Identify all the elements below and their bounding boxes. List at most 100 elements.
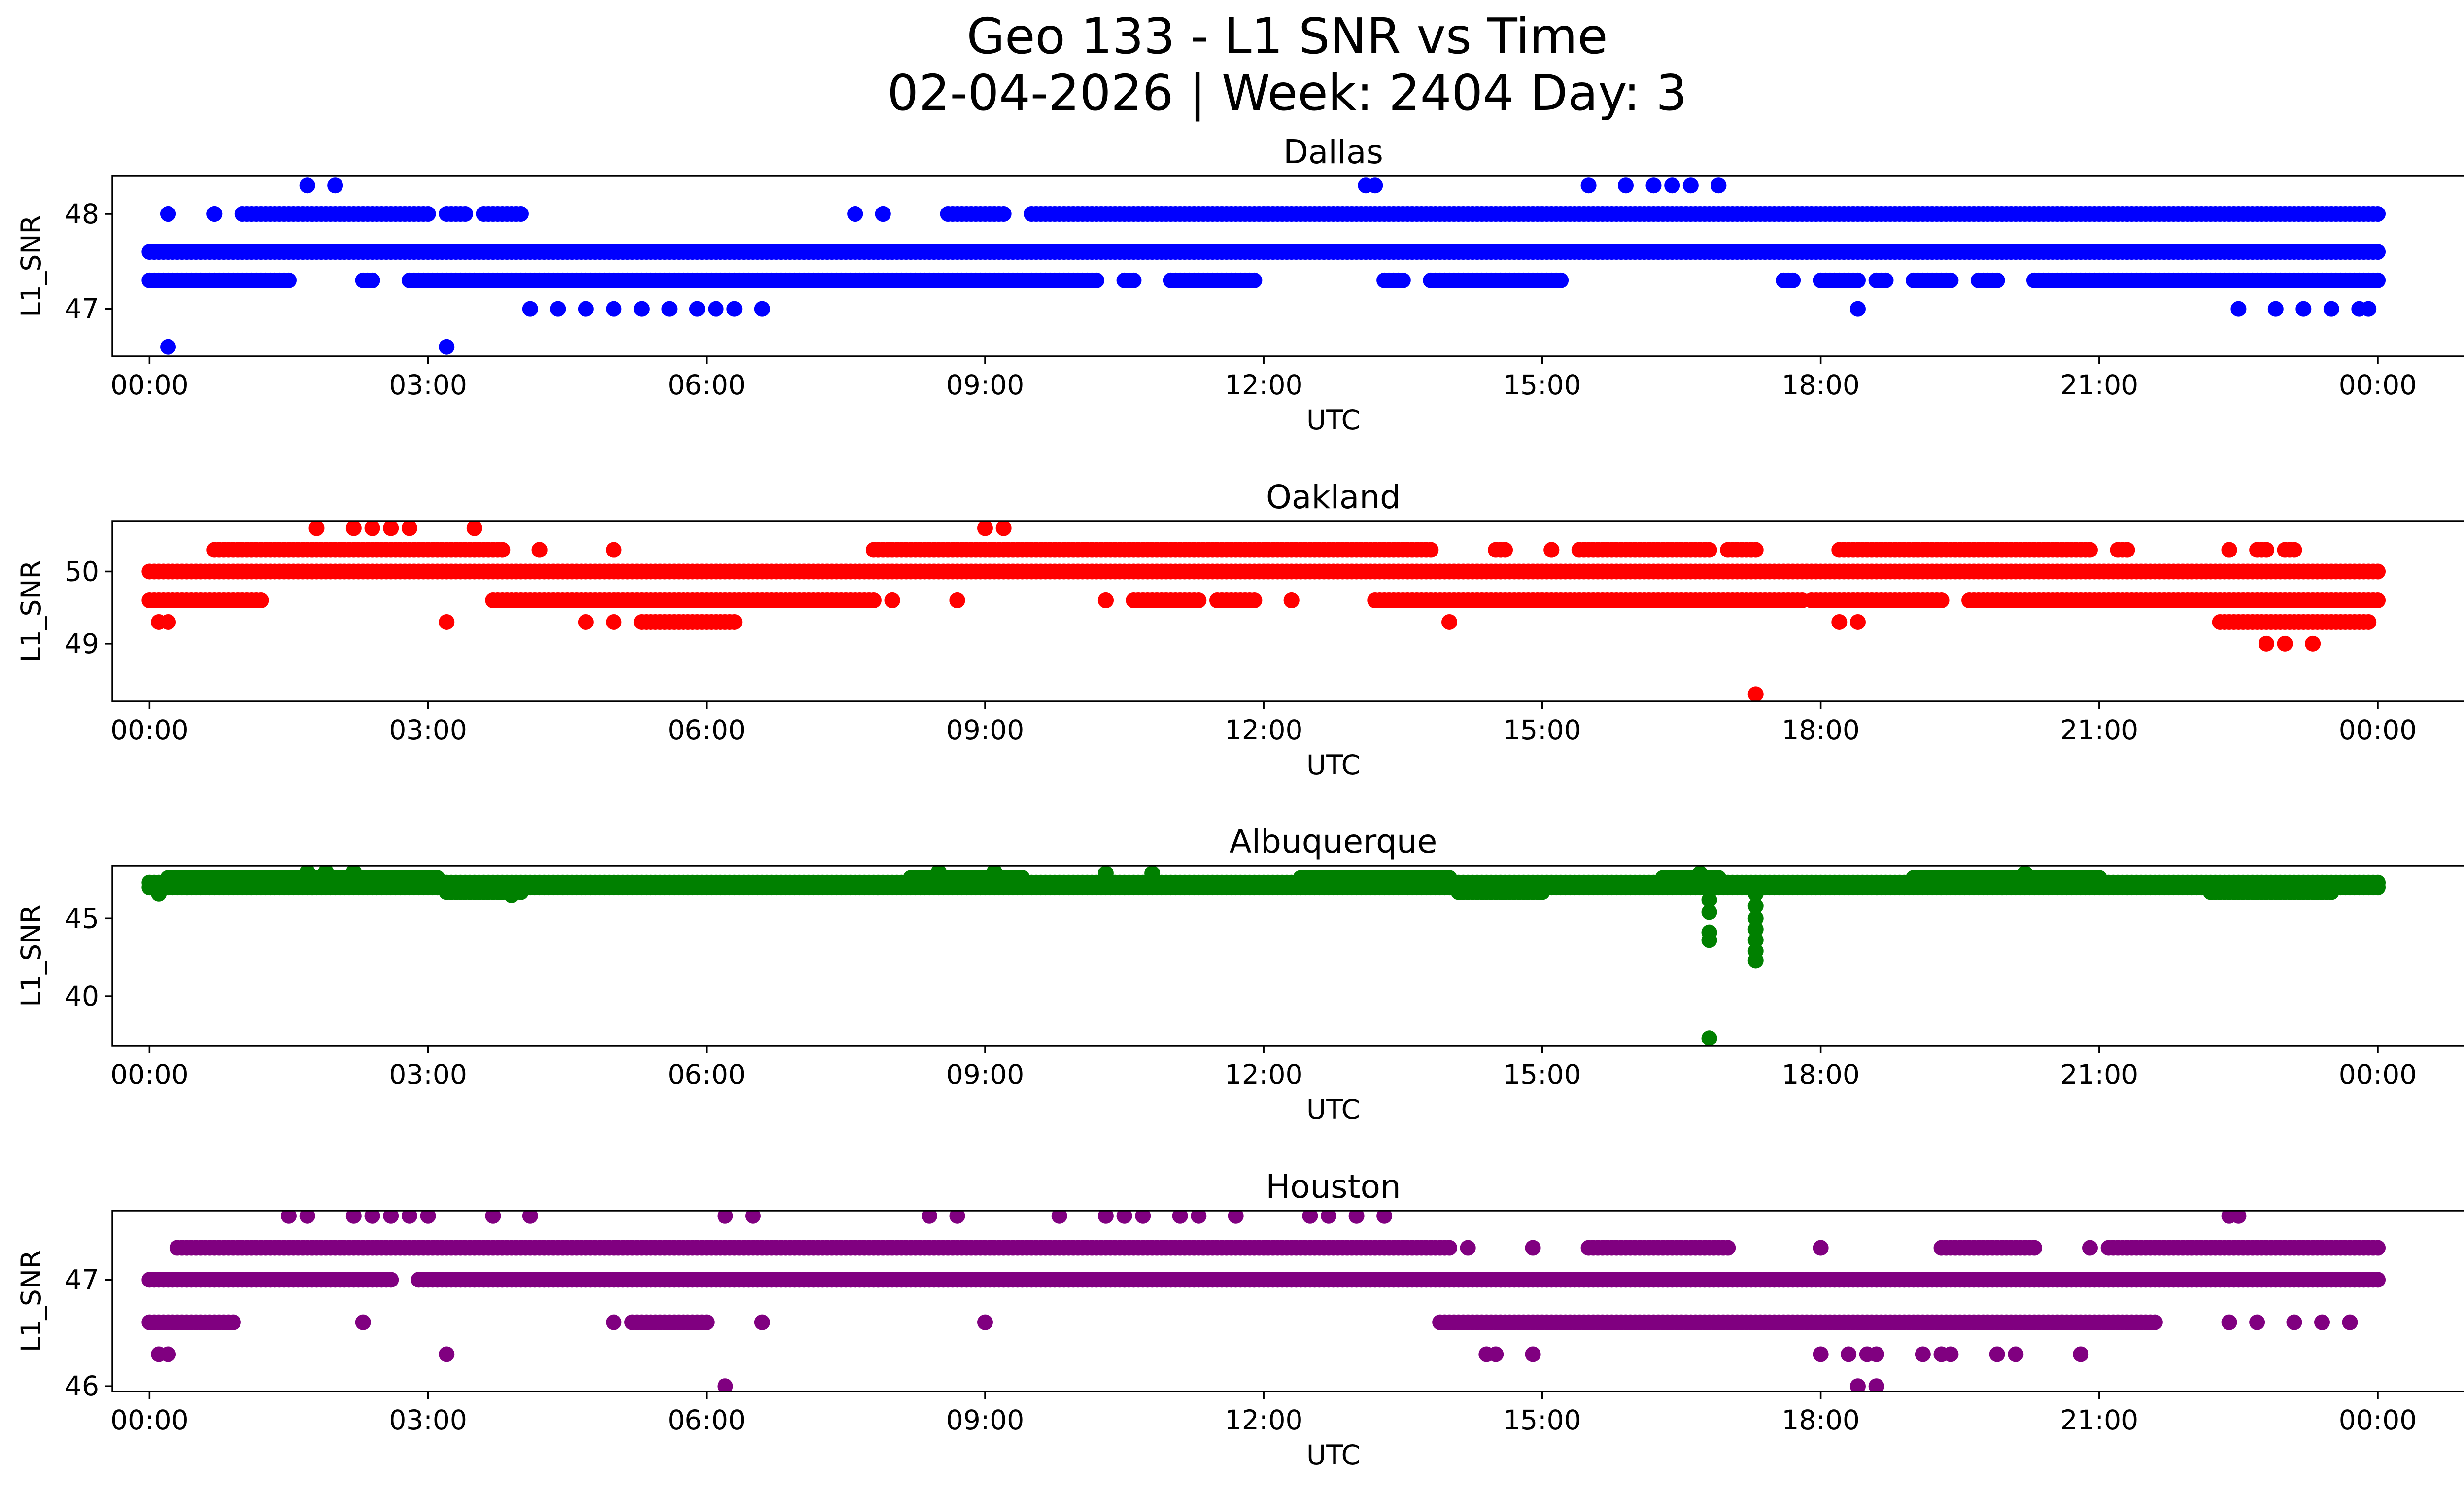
data-point [1841, 1346, 1857, 1362]
data-point [2017, 866, 2033, 881]
data-point [1747, 932, 1764, 948]
data-point [1711, 177, 1727, 194]
band-albuquerque-3 [439, 884, 2339, 900]
x-tick-label: 00:00 [2339, 1404, 2417, 1436]
data-point [253, 592, 269, 609]
data-point [1785, 272, 1801, 288]
y-axis-label: L1_SNR [15, 560, 47, 662]
data-point [280, 1211, 297, 1224]
data-point [1682, 177, 1699, 194]
data-point [1868, 1346, 1884, 1362]
data-point [1878, 272, 1894, 288]
x-axis-label: UTC [1306, 404, 1360, 436]
data-point [160, 339, 176, 355]
data-point [689, 301, 705, 317]
data-point [2370, 206, 2386, 222]
data-point [2230, 301, 2247, 317]
data-point [1645, 177, 1662, 194]
y-axis-label: L1_SNR [15, 215, 47, 317]
data-point [1720, 1240, 1736, 1256]
band-houston-0 [141, 1272, 2386, 1288]
data-point [513, 206, 529, 222]
figure-title-line1: Geo 133 - L1 SNR vs Time [967, 7, 1608, 65]
data-point [1302, 1211, 1318, 1224]
data-point [531, 542, 548, 558]
data-point [1915, 1346, 1931, 1362]
data-point [1747, 952, 1764, 969]
x-tick-label: 21:00 [2060, 369, 2139, 401]
data-point [1747, 686, 1764, 701]
axes-frame-dallas [111, 175, 2464, 357]
data-point [865, 592, 882, 609]
data-point [2323, 301, 2339, 317]
data-point [2082, 1240, 2098, 1256]
data-point [2370, 874, 2386, 891]
x-tick-label: 00:00 [110, 714, 189, 746]
data-point [383, 1211, 399, 1224]
data-point [1617, 177, 1634, 194]
data-point [1395, 272, 1411, 288]
x-tick-label: 12:00 [1225, 1404, 1303, 1436]
data-point [1089, 272, 1105, 288]
data-point [2286, 1314, 2302, 1330]
y-axis-label: L1_SNR [15, 1250, 47, 1352]
data-point [633, 301, 650, 317]
data-point [1701, 542, 1717, 558]
x-tick-label: 09:00 [946, 369, 1025, 401]
data-point [930, 866, 947, 880]
data-point [1701, 1030, 1717, 1046]
y-tick-label: 49 [65, 628, 99, 660]
x-axis-label: UTC [1306, 749, 1360, 781]
data-point [1701, 892, 1717, 908]
x-tick-label: 15:00 [1503, 1404, 1581, 1436]
data-point [1116, 1211, 1132, 1224]
x-tick-label: 18:00 [1781, 714, 1860, 746]
x-tick-label: 00:00 [2339, 1059, 2417, 1090]
band-dallas-1 [141, 272, 2386, 288]
y-tick-label: 40 [65, 980, 99, 1012]
x-axis-label: UTC [1306, 1094, 1360, 1125]
data-point [2295, 301, 2312, 317]
data-point [1497, 542, 1513, 558]
data-point [2008, 1346, 2024, 1362]
data-point [995, 521, 1012, 536]
data-point [327, 177, 343, 194]
data-point [2370, 1240, 2386, 1256]
data-point [726, 614, 743, 630]
data-point [1246, 592, 1263, 609]
axes-frame-oakland [111, 520, 2464, 702]
x-tick-label: 06:00 [668, 369, 746, 401]
x-tick-label: 00:00 [110, 1404, 189, 1436]
x-tick-label: 00:00 [110, 1059, 189, 1090]
data-point [949, 1211, 965, 1224]
data-point [2073, 1346, 2089, 1362]
data-point [420, 206, 436, 222]
data-point [1701, 932, 1717, 948]
data-point [1441, 870, 1458, 886]
data-point [1126, 272, 1142, 288]
x-tick-label: 09:00 [946, 1059, 1025, 1090]
data-point [522, 301, 538, 317]
data-point [1228, 1211, 1244, 1224]
figure-title-line2: 02-04-2026 | Week: 2404 Day: 3 [887, 64, 1687, 122]
data-point [2147, 1314, 2163, 1330]
subplot-title-albuquerque: Albuquerque [1230, 823, 1437, 861]
data-point [1534, 884, 1550, 900]
data-point [1943, 1346, 1959, 1362]
data-point [578, 614, 594, 630]
data-point [661, 301, 678, 317]
data-point [1747, 885, 1764, 902]
data-point [2230, 1211, 2247, 1224]
x-tick-label: 18:00 [1781, 1404, 1860, 1436]
data-point [1711, 870, 1727, 886]
x-tick-label: 18:00 [1781, 369, 1860, 401]
x-tick-label: 00:00 [2339, 714, 2417, 746]
data-point [977, 1314, 993, 1330]
data-point [439, 339, 455, 355]
band-dallas-0 [141, 244, 2386, 260]
band-oakland-3 [633, 614, 2377, 630]
data-point [345, 1211, 362, 1224]
band-houston-2 [141, 1314, 2163, 1330]
data-point [949, 592, 965, 609]
